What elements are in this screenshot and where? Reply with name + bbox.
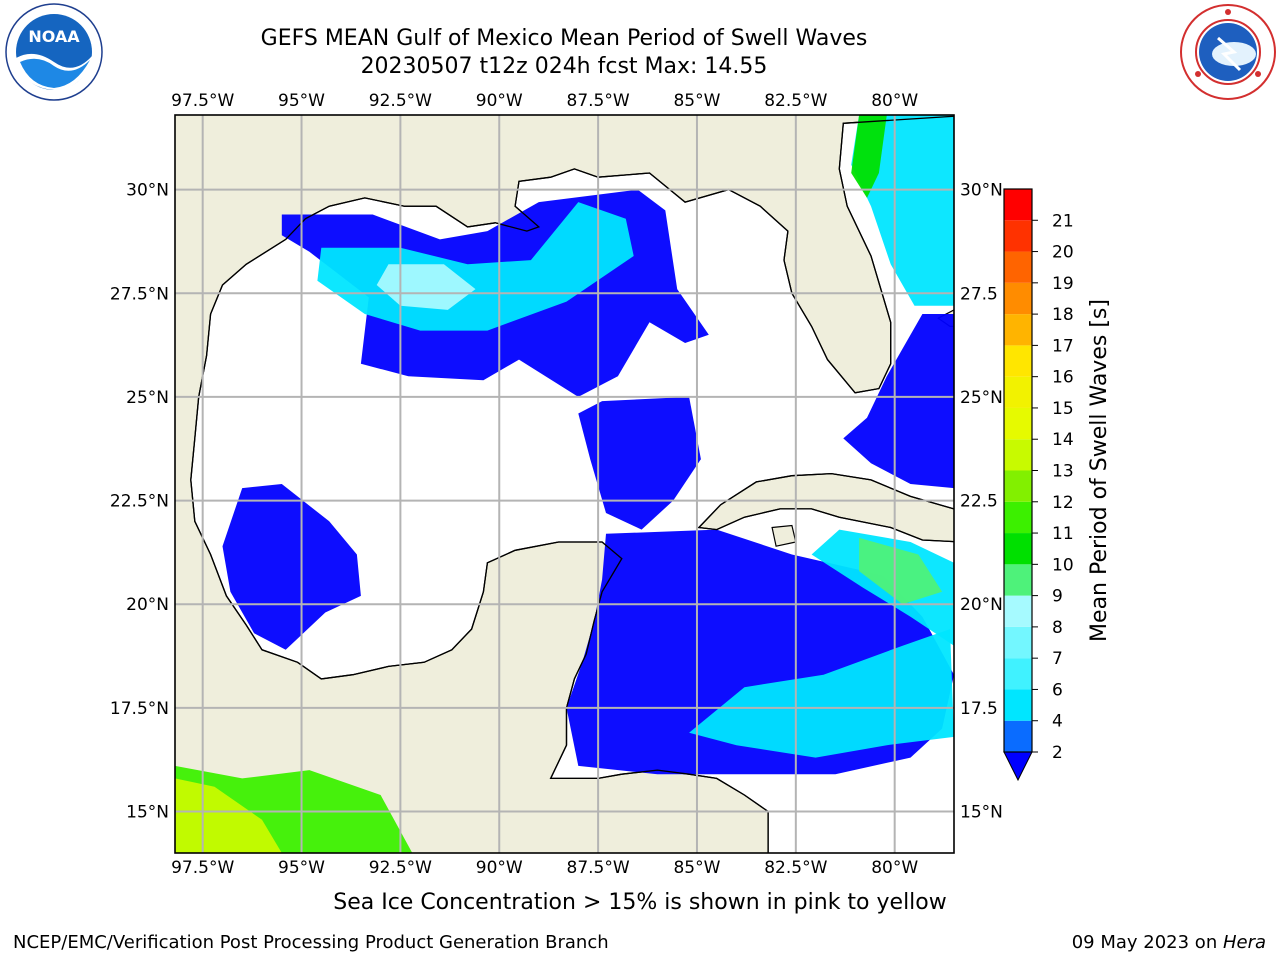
chart-title: GEFS MEAN Gulf of Mexico Mean Period of … <box>260 26 868 51</box>
colorbar-label-16: 16 <box>1052 368 1074 388</box>
colorbar-label-15: 15 <box>1052 399 1074 419</box>
lat-label-right-1: 27.5 <box>960 284 998 304</box>
colorbar-segment-10 <box>1004 533 1032 565</box>
colorbar-under-arrow <box>1003 751 1033 782</box>
colorbar-segment-2 <box>1004 720 1032 752</box>
swell-band-north-9s <box>376 264 476 310</box>
colorbar-segment-21 <box>1004 189 1032 221</box>
colorbar-segment-7 <box>1004 626 1032 659</box>
lat-label-left-3: 22.5°N <box>110 492 169 512</box>
colorbar-segment-14 <box>1004 407 1032 440</box>
colorbar-label-7: 7 <box>1052 649 1063 669</box>
lon-label-top-7: 80°W <box>871 91 918 111</box>
colorbar-segment-13 <box>1004 439 1032 471</box>
footer-machine: Hera <box>1222 932 1266 953</box>
coastline-cuba <box>697 472 954 543</box>
colorbar-label-18: 18 <box>1052 305 1074 325</box>
chart-subtitle: 20230507 t12z 024h fcst Max: 14.55 <box>360 54 768 79</box>
colorbar-segment-9 <box>1004 564 1032 596</box>
swell-band-southwest-gulf <box>222 484 361 650</box>
colorbar-segment-12 <box>1004 470 1032 502</box>
colorbar-segment-18 <box>1004 282 1032 315</box>
lat-label-right-0: 30°N <box>960 181 1003 201</box>
nws-logo <box>1180 4 1276 100</box>
lat-label-right-3: 22.5 <box>960 492 998 512</box>
colorbar-label-21: 21 <box>1052 211 1074 231</box>
footer-date-text: 09 May 2023 on <box>1071 932 1223 953</box>
lon-label-bottom-1: 95°W <box>278 858 325 878</box>
swell-band-atlantic-11s <box>851 115 887 198</box>
colorbar-label-12: 12 <box>1052 493 1074 513</box>
lat-label-left-6: 15°N <box>126 803 169 823</box>
colorbar-title: Mean Period of Swell Waves [s] <box>1087 299 1112 642</box>
colorbar-segment-20 <box>1004 220 1032 252</box>
swell-band-east-gulf <box>578 396 701 530</box>
lon-label-top-3: 90°W <box>476 91 523 111</box>
colorbar-segment-4 <box>1004 689 1032 721</box>
swell-band-straits <box>843 314 954 489</box>
lon-label-bottom-0: 97.5°W <box>171 858 234 878</box>
colorbar-label-17: 17 <box>1052 336 1074 356</box>
lon-label-top-2: 92.5°W <box>369 91 432 111</box>
colorbar-label-13: 13 <box>1052 462 1074 482</box>
lat-label-left-4: 20°N <box>126 595 169 615</box>
colorbar-label-8: 8 <box>1052 618 1063 638</box>
colorbar-segment-15 <box>1004 376 1032 408</box>
colorbar-segment-8 <box>1004 595 1032 627</box>
lon-label-top-1: 95°W <box>278 91 325 111</box>
lon-label-top-6: 82.5°W <box>764 91 827 111</box>
sea-ice-caption: Sea Ice Concentration > 15% is shown in … <box>333 890 947 915</box>
colorbar-segment-17 <box>1004 314 1032 346</box>
colorbar-segment-11 <box>1004 501 1032 534</box>
lat-label-left-0: 30°N <box>126 181 169 201</box>
lon-label-bottom-7: 80°W <box>871 858 918 878</box>
colorbar-segment-19 <box>1004 251 1032 283</box>
lon-label-bottom-5: 85°W <box>673 858 720 878</box>
lon-label-top-0: 97.5°W <box>171 91 234 111</box>
colorbar-label-4: 4 <box>1052 712 1063 732</box>
lat-label-right-6: 15°N <box>960 803 1003 823</box>
colorbar-label-9: 9 <box>1052 587 1063 607</box>
colorbar-label-11: 11 <box>1052 524 1074 544</box>
colorbar-label-2: 2 <box>1052 743 1063 763</box>
lon-label-bottom-3: 90°W <box>476 858 523 878</box>
map-frame <box>174 114 955 854</box>
lon-label-bottom-6: 82.5°W <box>764 858 827 878</box>
lon-label-top-4: 87.5°W <box>567 91 630 111</box>
colorbar-label-19: 19 <box>1052 274 1074 294</box>
lon-label-top-5: 85°W <box>673 91 720 111</box>
lon-label-bottom-4: 87.5°W <box>567 858 630 878</box>
swell-band-caribbean-6s <box>689 629 954 758</box>
map-layers <box>175 115 954 853</box>
lat-label-right-5: 17.5 <box>960 699 998 719</box>
lat-label-right-2: 25°N <box>960 388 1003 408</box>
lat-label-left-2: 25°N <box>126 388 169 408</box>
swell-band-cuba-coast-9s <box>859 537 943 605</box>
lat-label-left-1: 27.5°N <box>110 284 169 304</box>
colorbar-label-14: 14 <box>1052 430 1074 450</box>
noaa-logo: NOAA <box>5 3 103 101</box>
lat-label-left-5: 17.5°N <box>110 699 169 719</box>
colorbar-label-20: 20 <box>1052 243 1074 263</box>
footer-date: 09 May 2023 on Hera <box>1072 932 1266 953</box>
colorbar-segment-6 <box>1004 658 1032 690</box>
colorbar-segment-16 <box>1004 345 1032 377</box>
colorbar-label-6: 6 <box>1052 680 1063 700</box>
land-isla-de-la-juventud <box>771 524 797 547</box>
lon-label-bottom-2: 92.5°W <box>369 858 432 878</box>
svg-text:NOAA: NOAA <box>28 27 80 46</box>
colorbar-label-10: 10 <box>1052 555 1074 575</box>
footer-credit: NCEP/EMC/Verification Post Processing Pr… <box>13 932 609 953</box>
lat-label-right-4: 20°N <box>960 595 1003 615</box>
